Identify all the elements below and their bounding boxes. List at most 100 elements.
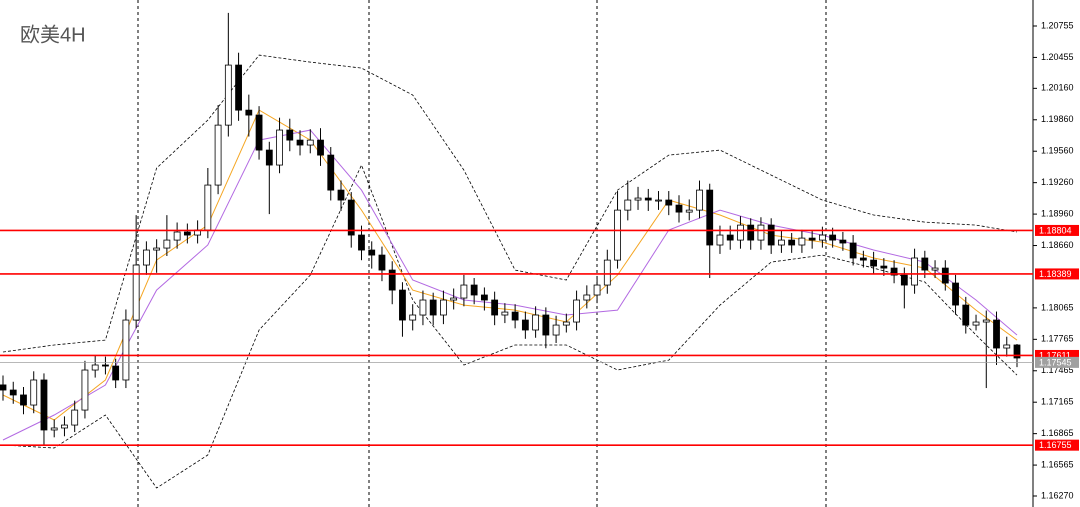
candle-body bbox=[716, 234, 724, 246]
candle-body bbox=[952, 282, 959, 306]
candle-body bbox=[470, 284, 478, 296]
y-tick-label: 1.18660 bbox=[1041, 240, 1074, 250]
candle-body bbox=[368, 249, 376, 256]
candle-body bbox=[818, 234, 826, 241]
candle-body bbox=[511, 311, 519, 321]
candle-body bbox=[450, 297, 458, 301]
candle-body bbox=[91, 364, 99, 371]
candle-body bbox=[61, 424, 68, 429]
candle-body bbox=[286, 129, 294, 141]
y-tick-label: 1.18960 bbox=[1041, 208, 1074, 218]
candle-body bbox=[778, 239, 785, 246]
candle-body bbox=[839, 239, 847, 244]
candle-body bbox=[501, 311, 509, 316]
candle-body bbox=[214, 124, 222, 186]
price-label-bg bbox=[1035, 439, 1079, 451]
candle-body bbox=[911, 257, 918, 286]
candle-body bbox=[583, 294, 591, 301]
candle-body bbox=[921, 257, 929, 271]
candle-body bbox=[399, 289, 406, 321]
candle-body bbox=[0, 384, 7, 391]
candle-body bbox=[173, 231, 181, 241]
candle-body bbox=[265, 149, 273, 166]
price-label: 1.18804 bbox=[1039, 225, 1072, 235]
candle-body bbox=[276, 129, 283, 166]
price-label: 1.18389 bbox=[1039, 269, 1072, 279]
candle-body bbox=[808, 237, 816, 241]
candle-body bbox=[941, 267, 949, 284]
candle-body bbox=[183, 231, 191, 236]
candle-body bbox=[593, 284, 601, 296]
candle-body bbox=[798, 237, 806, 246]
candle-body bbox=[634, 197, 642, 201]
candle-body bbox=[521, 319, 529, 331]
candle-body bbox=[1003, 344, 1011, 349]
candle-body bbox=[347, 199, 355, 236]
candle-body bbox=[532, 314, 540, 331]
candle-body bbox=[102, 364, 109, 367]
candle-body bbox=[655, 199, 662, 202]
candle-body bbox=[40, 379, 48, 431]
candle-body bbox=[378, 254, 386, 271]
candle-body bbox=[562, 321, 570, 326]
candle-body bbox=[737, 224, 744, 241]
price-label-bg bbox=[1035, 349, 1079, 361]
candle-body bbox=[665, 199, 673, 206]
candle-body bbox=[81, 369, 89, 411]
y-tick-label: 1.16565 bbox=[1041, 459, 1074, 469]
candle-body bbox=[993, 319, 1000, 349]
candle-body bbox=[603, 259, 611, 286]
candle-body bbox=[870, 259, 878, 267]
candle-body bbox=[460, 284, 468, 299]
candle-body bbox=[296, 139, 304, 146]
candle-body bbox=[706, 189, 714, 246]
candle-body bbox=[440, 299, 447, 316]
period-separators bbox=[137, 0, 827, 507]
candle-body bbox=[255, 114, 263, 151]
candle-body bbox=[829, 234, 837, 241]
chart-title: 欧美4H bbox=[20, 23, 86, 46]
candle-body bbox=[747, 224, 755, 241]
candle-body bbox=[409, 314, 417, 321]
indicator-line bbox=[2, 164, 1018, 489]
candle-body bbox=[757, 224, 765, 241]
candle-body bbox=[30, 379, 38, 406]
candle-body bbox=[900, 274, 908, 286]
candle-body bbox=[235, 64, 242, 111]
y-tick-label: 1.19560 bbox=[1041, 146, 1074, 156]
candle-body bbox=[614, 209, 621, 261]
candle-body bbox=[788, 239, 796, 246]
candle-body bbox=[859, 257, 867, 261]
candle-body bbox=[685, 209, 693, 213]
indicator-line bbox=[2, 54, 1018, 353]
y-tick-label: 1.20755 bbox=[1041, 20, 1074, 30]
candle-body bbox=[163, 239, 171, 249]
candle-body bbox=[245, 109, 253, 116]
price-label-bg bbox=[1035, 356, 1079, 368]
candle-body bbox=[224, 64, 232, 126]
y-tick-label: 1.19860 bbox=[1041, 114, 1074, 124]
candle-body bbox=[675, 204, 683, 213]
candle-body bbox=[552, 324, 560, 336]
y-tick-label: 1.17765 bbox=[1041, 334, 1074, 344]
candle-body bbox=[491, 299, 499, 316]
candle-body bbox=[327, 154, 335, 191]
candle-body bbox=[982, 319, 990, 323]
candle-body bbox=[542, 314, 550, 336]
candle-body bbox=[480, 294, 488, 301]
candle-body bbox=[122, 319, 130, 381]
price-label-bg bbox=[1035, 268, 1079, 280]
candle-body bbox=[132, 264, 140, 321]
candle-body bbox=[767, 224, 775, 246]
candle-body bbox=[419, 299, 427, 316]
y-tick-label: 1.20160 bbox=[1041, 83, 1074, 93]
y-tick-label: 1.18065 bbox=[1041, 302, 1074, 312]
candle-body bbox=[696, 189, 703, 211]
candle-body bbox=[1013, 344, 1021, 359]
candle-body bbox=[20, 394, 27, 406]
candle-body bbox=[931, 267, 939, 271]
y-tick-label: 1.19260 bbox=[1041, 177, 1074, 187]
candle-body bbox=[153, 247, 161, 251]
